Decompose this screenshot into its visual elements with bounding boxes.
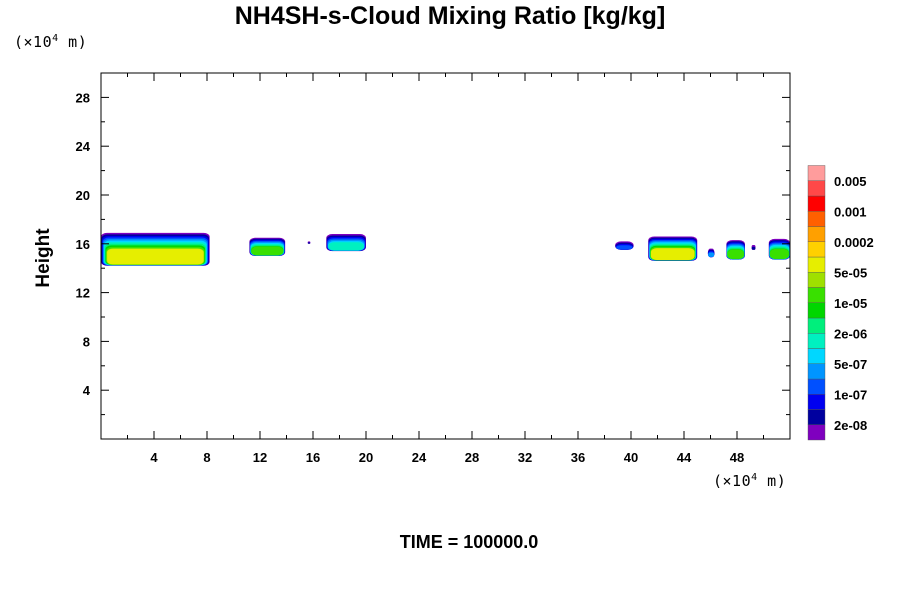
x-tick-label: 32 [518, 450, 532, 465]
y-tick-label: 12 [76, 286, 90, 301]
cloud-region [249, 237, 286, 256]
cloud-region [101, 232, 210, 266]
contour-level [107, 248, 204, 265]
colorbar-swatch [807, 287, 826, 303]
x-tick-label: 20 [359, 450, 373, 465]
y-axis: 4 8 12 16 20 24 28 [76, 90, 790, 416]
cloud-region [768, 238, 790, 260]
colorbar-swatch [807, 241, 826, 258]
colorbar-label: 0.001 [834, 204, 867, 219]
cloud-region [707, 248, 715, 258]
colorbar-label: 1e-05 [834, 296, 867, 311]
colorbar-swatch [807, 409, 826, 425]
colorbar-swatch [807, 394, 826, 410]
contour-level [328, 242, 364, 251]
colorbar-swatch [807, 211, 826, 227]
colorbar-swatch [807, 256, 826, 273]
colorbar-swatch [807, 165, 826, 181]
colorbar: 2e-08 1e-07 5e-07 2e-06 1e-05 5e-05 0.0002 0.00… [807, 165, 874, 441]
contour-fill-layer [101, 232, 790, 266]
x-tick-label: 4 [150, 450, 158, 465]
x-tick-label: 24 [412, 450, 427, 465]
colorbar-swatch [807, 272, 826, 288]
x-tick-label: 40 [624, 450, 638, 465]
contour-level [751, 246, 756, 250]
contour-level [708, 252, 715, 257]
x-tick-label: 28 [465, 450, 479, 465]
y-tick-label: 20 [76, 188, 90, 203]
cloud-region [615, 241, 634, 250]
x-tick-label: 8 [203, 450, 210, 465]
colorbar-label: 5e-07 [834, 357, 867, 372]
colorbar-swatch [807, 363, 826, 380]
colorbar-swatch [807, 378, 826, 395]
colorbar-swatch [807, 302, 826, 319]
colorbar-swatch [807, 333, 826, 349]
contour-level [307, 242, 311, 244]
colorbar-label: 2e-08 [834, 418, 867, 433]
y-tick-label: 16 [76, 237, 90, 252]
y-tick-label: 8 [83, 334, 90, 349]
x-tick-label: 44 [677, 450, 692, 465]
colorbar-swatch [807, 348, 826, 364]
chart-title: NH4SH-s-Cloud Mixing Ratio [kg/kg] [234, 2, 666, 30]
contour-level [769, 248, 789, 259]
x-tick-label: 48 [730, 450, 744, 465]
y-axis-label: Height [33, 228, 54, 288]
y-tick-label: 28 [76, 90, 90, 105]
colorbar-swatch [807, 424, 826, 441]
colorbar-label: 2e-06 [834, 326, 867, 341]
colorbar-label: 5e-05 [834, 265, 867, 280]
colorbar-swatch [807, 195, 826, 212]
cloud-region [326, 234, 366, 252]
cloud-region [726, 240, 745, 260]
x-tick-label: 12 [253, 450, 267, 465]
colorbar-label: 1e-07 [834, 387, 867, 402]
x-axis: 4 8 12 16 20 24 28 32 36 40 44 48 [127, 73, 764, 465]
x-axis-unit: (×104 m) [713, 472, 787, 490]
colorbar-swatch [807, 317, 826, 334]
cloud-region [307, 241, 311, 244]
contour-level [251, 246, 284, 256]
cloud-region [648, 236, 698, 261]
x-tick-label: 16 [306, 450, 320, 465]
time-label: TIME = 100000.0 [399, 532, 539, 552]
y-tick-label: 24 [76, 139, 91, 154]
colorbar-swatch [807, 180, 826, 197]
contour-level [651, 248, 695, 260]
colorbar-swatch [807, 226, 826, 242]
contour-level [616, 245, 633, 250]
x-tick-label: 36 [571, 450, 585, 465]
contour-level [727, 249, 744, 259]
colorbar-label: 0.0002 [834, 235, 874, 250]
y-tick-label: 4 [83, 383, 91, 398]
colorbar-label: 0.005 [834, 174, 867, 189]
y-axis-unit: (×104 m) [14, 33, 88, 51]
cloud-region [751, 245, 756, 250]
